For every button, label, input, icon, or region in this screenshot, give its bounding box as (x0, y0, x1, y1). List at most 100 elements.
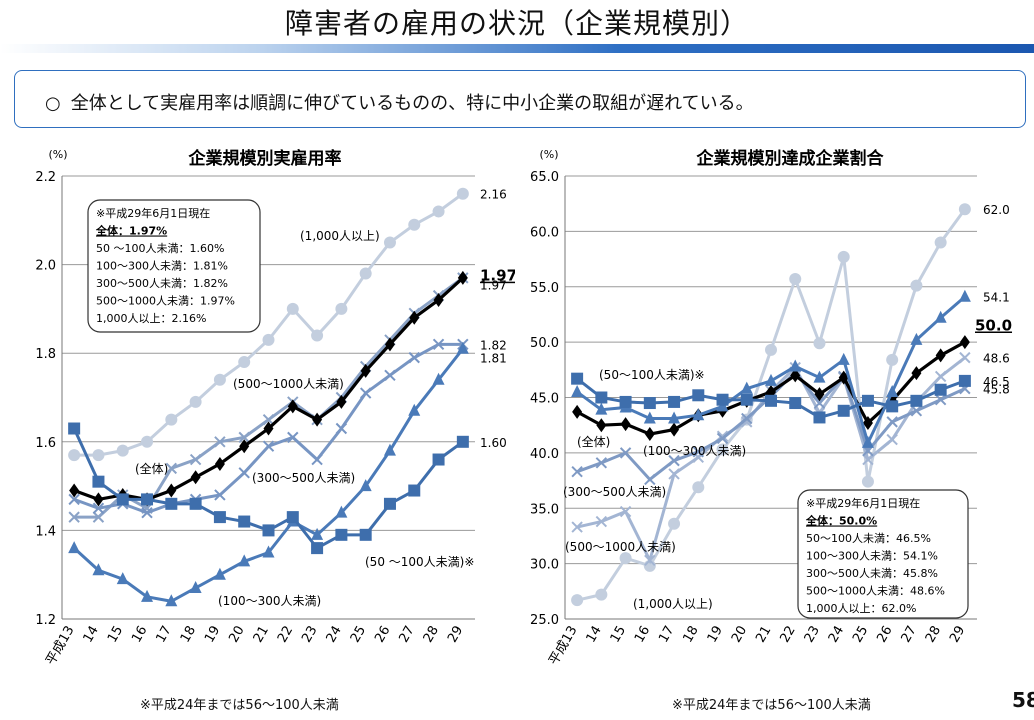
series-5-point (958, 374, 971, 387)
page-title: 障害者の雇用の状況（企業規模別） (284, 7, 749, 40)
note-box (87, 199, 261, 333)
series-5-point (692, 389, 705, 402)
series-5-point (359, 528, 372, 541)
x-tick-label: 20 (226, 624, 247, 646)
note-box (797, 489, 969, 619)
series-2-point (384, 369, 396, 382)
y-tick-label: 45.0 (530, 392, 559, 407)
series-5-point (335, 528, 348, 541)
series-5-point (383, 497, 396, 510)
series-0-point (861, 475, 874, 488)
end-value-label: 45.8 (983, 383, 1010, 397)
series-4-point (92, 563, 105, 576)
y-tick-label: 30.0 (530, 558, 559, 573)
series-3-point (620, 417, 631, 432)
series-label: (50〜100人未満)※ (599, 368, 705, 382)
series-0-point (92, 449, 105, 462)
series-0-point (668, 517, 681, 530)
note-line: 300〜500人未満：1.82% (96, 277, 228, 290)
x-tick-label: 24 (324, 624, 345, 646)
series-label: (1,000人以上) (633, 597, 713, 611)
x-tick-label: 16 (129, 624, 150, 646)
series-4-point (861, 435, 874, 448)
series-3-point (69, 483, 80, 498)
series-label: (全体) (135, 461, 168, 476)
series-1-point (959, 351, 971, 364)
x-tick-label: 平成13 (546, 624, 580, 668)
series-2-point (92, 502, 105, 514)
series-2-point (287, 431, 299, 444)
summary-text: 全体として実雇用率は順調に伸びているものの、特に中小企業の取組が遅れている。 (70, 93, 754, 114)
series-4-point (335, 505, 348, 518)
series-5-point (432, 453, 445, 466)
series-2-point (644, 473, 656, 486)
series-3-point (409, 310, 420, 325)
series-2-point (886, 416, 898, 428)
series-2-point (595, 457, 608, 469)
series-5-point (311, 542, 324, 555)
series-0-point (432, 205, 445, 218)
series-3-point (669, 422, 680, 437)
page-number: 58 (1012, 688, 1034, 712)
series-2-point (716, 432, 729, 445)
end-value-label: 54.1 (983, 291, 1010, 305)
y-unit-label: (%) (539, 148, 558, 161)
series-0-point (910, 279, 923, 292)
x-tick-label: 29 (445, 624, 466, 646)
note-line: ※平成29年6月1日現在 (96, 206, 210, 220)
note-line: ※平成29年6月1日現在 (806, 496, 920, 510)
series-2-point (141, 506, 153, 519)
series-label: (100〜300人未満) (643, 444, 746, 458)
end-value-label: 1.97 (480, 267, 515, 285)
series-4-point (213, 567, 226, 580)
series-0-point (189, 395, 202, 408)
series-4-point (456, 341, 469, 354)
end-value-label: 48.6 (983, 352, 1010, 366)
series-0-point (837, 250, 850, 263)
series-5-point (595, 391, 608, 404)
y-tick-label: 55.0 (530, 281, 559, 296)
x-tick-label: 27 (899, 624, 920, 646)
series-4-point (359, 479, 372, 492)
series-5-point (571, 372, 584, 385)
series-4-point (765, 373, 777, 386)
series-3-point (93, 492, 104, 507)
series-2-point (432, 338, 445, 351)
x-tick-label: 27 (396, 624, 417, 646)
series-3-point (239, 439, 250, 454)
x-tick-label: 28 (923, 624, 944, 646)
note-line: 100〜300人未満：54.1% (806, 550, 938, 563)
series-5-point (716, 393, 729, 406)
series-label: (300〜500人未満) (563, 485, 666, 499)
x-tick-label: 29 (947, 624, 968, 646)
x-tick-label: 平成13 (43, 624, 77, 668)
end-value-label: 62.0 (983, 203, 1010, 217)
note-line: 全体：50.0% (805, 514, 877, 528)
series-4-point (886, 384, 899, 397)
series-3-point (312, 412, 323, 427)
series-5-point (886, 400, 899, 413)
y-tick-label: 1.8 (35, 347, 56, 362)
series-3-point (433, 293, 444, 308)
note-line: 300〜500人未満：45.8% (806, 567, 938, 580)
series-5-point (837, 404, 850, 417)
series-label: (500〜1000人未満) (565, 540, 676, 554)
series-5-point (92, 475, 105, 488)
series-3-point (644, 427, 655, 442)
series-1-point (92, 511, 105, 523)
series-5-point (740, 393, 753, 406)
end-value-label: 1.82 (480, 338, 507, 352)
end-value-label: 1.60 (480, 436, 507, 450)
series-3-point (166, 483, 177, 498)
series-2-point (214, 489, 226, 501)
series-4-point (116, 572, 129, 585)
series-1-point (571, 521, 583, 533)
series-5-point (238, 515, 251, 528)
series-1-point (668, 468, 680, 480)
series-3-point (911, 366, 922, 381)
series-4-point (238, 554, 251, 567)
series-0-point (789, 272, 802, 285)
x-tick-label: 28 (421, 624, 442, 646)
series-3-point (263, 421, 274, 436)
series-3-point (214, 456, 225, 471)
